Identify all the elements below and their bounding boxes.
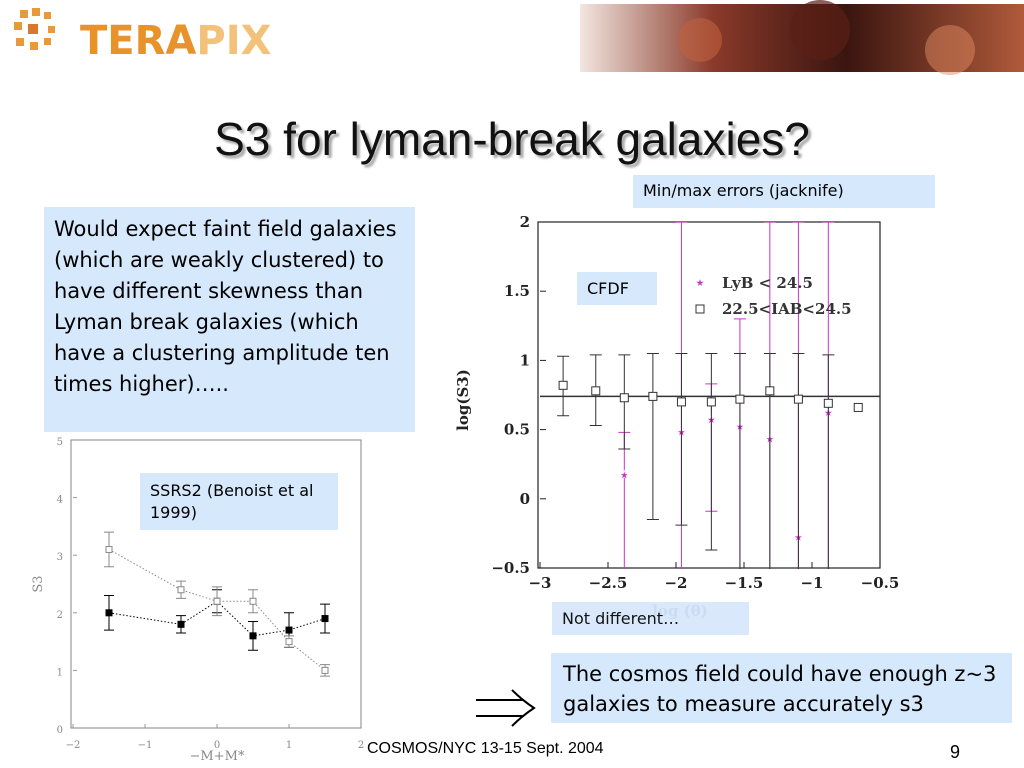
x-tick-label: −1.5 <box>725 574 764 592</box>
point <box>105 609 113 617</box>
text-box: Would expect faint field galaxies (which… <box>44 207 415 432</box>
point <box>823 398 833 408</box>
point <box>105 545 113 553</box>
point <box>558 380 568 390</box>
point <box>706 397 716 407</box>
x-tick-label: 0 <box>214 740 220 751</box>
y-axis-label: log(S3) <box>454 369 472 431</box>
point <box>619 393 629 403</box>
y-tick-label: 1 <box>57 667 63 678</box>
x-axis-label: −M+M* <box>190 749 245 764</box>
point <box>853 402 863 412</box>
series-line <box>108 600 326 637</box>
y-tick-label: 0 <box>57 725 63 736</box>
label-box: CFDF <box>577 272 657 305</box>
point <box>676 397 686 407</box>
x-tick-label: 1 <box>286 740 292 751</box>
x-tick-label: −2 <box>664 574 687 592</box>
legend-marker <box>694 277 706 288</box>
plot-area <box>540 222 880 569</box>
banner <box>580 0 1024 75</box>
x-tick-label: −2 <box>66 740 81 751</box>
legend-entry: LyB < 24.5 <box>694 274 813 292</box>
error-bar <box>733 352 746 569</box>
legend-marker <box>695 304 705 314</box>
point <box>177 620 185 628</box>
y-tick-label: 0 <box>520 490 530 508</box>
error-bar <box>705 352 718 551</box>
label-box: SSRS2 (Benoist et al 1999) <box>140 473 338 530</box>
y-tick-label: 1.5 <box>504 282 530 300</box>
arrow <box>476 689 536 727</box>
footer: COSMOS/NYC 13-15 Sept. 2004 <box>367 740 604 757</box>
point <box>735 394 745 404</box>
point <box>648 391 658 401</box>
x-tick-label: −0.5 <box>861 574 900 592</box>
point <box>618 469 630 481</box>
note-box: Min/max errors (jacknife) <box>633 175 935 208</box>
point <box>249 632 257 640</box>
plot-area <box>104 531 330 677</box>
logo-icon <box>14 8 55 50</box>
point <box>765 386 775 396</box>
label-box: Not different… <box>552 602 749 635</box>
page-number: 9 <box>950 742 961 762</box>
x-tick-label: −1 <box>138 740 153 751</box>
y-tick-label: −0.5 <box>491 559 530 577</box>
y-tick-label: 0.5 <box>504 421 530 439</box>
point <box>285 626 293 634</box>
y-tick-label: 4 <box>57 495 63 506</box>
logo-a: TERA <box>80 18 196 64</box>
legend-entry: 22.5<IAB<24.5 <box>695 300 852 318</box>
y-tick-label: 3 <box>57 552 63 563</box>
legend-label: LyB < 24.5 <box>722 274 813 292</box>
x-tick-label: −2.5 <box>589 574 628 592</box>
series-line <box>108 549 326 671</box>
y-tick-label: 2 <box>520 213 530 231</box>
point <box>321 666 329 674</box>
logo-text: TERAPIX <box>80 18 272 64</box>
error-bar <box>822 354 835 569</box>
point <box>177 586 185 594</box>
y-tick-label: 5 <box>57 437 63 448</box>
x-tick-label: −3 <box>528 574 551 592</box>
legend-label: 22.5<IAB<24.5 <box>722 300 852 318</box>
error-bar <box>646 352 659 521</box>
y-tick-label: 1 <box>520 351 530 369</box>
y-tick-label: 2 <box>57 610 63 621</box>
point <box>213 597 221 605</box>
conclusion-box: The cosmos field could have enough z~3 g… <box>551 653 1012 723</box>
error-bar <box>675 352 688 526</box>
slide-title: S3 for lyman-break galaxies? <box>214 113 810 165</box>
point <box>591 386 601 396</box>
point <box>321 615 329 623</box>
y-axis-label: S3 <box>31 575 46 592</box>
x-tick-label: −1 <box>800 574 823 592</box>
x-tick-label: 2 <box>358 740 364 751</box>
point <box>249 597 257 605</box>
point <box>793 394 803 404</box>
point <box>285 638 293 646</box>
logo-b: PIX <box>196 18 271 64</box>
